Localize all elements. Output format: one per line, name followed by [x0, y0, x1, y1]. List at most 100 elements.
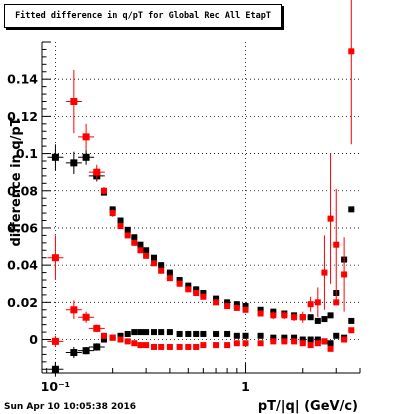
- data-point: [51, 153, 59, 161]
- data-point: [117, 332, 124, 339]
- data-point: [70, 159, 78, 167]
- chart-title: Fitted difference in q/pT for Global Rec…: [15, 11, 271, 21]
- x-tick-label-1: 1: [241, 379, 250, 394]
- data-point: [348, 327, 355, 334]
- series-5: [100, 0, 355, 323]
- data-point: [200, 330, 207, 337]
- data-point: [124, 226, 131, 233]
- data-point: [100, 336, 107, 343]
- data-point: [100, 332, 107, 339]
- data-point: [257, 310, 264, 317]
- grid-group: [42, 42, 360, 373]
- data-point: [233, 332, 240, 339]
- data-point: [307, 342, 314, 349]
- data-point: [348, 48, 355, 55]
- data-point: [176, 343, 183, 350]
- y-tick-label-0: 0: [29, 332, 38, 347]
- data-point: [82, 347, 90, 355]
- data-point: [176, 277, 183, 284]
- y-tick-label-5: 0.1: [16, 146, 38, 161]
- data-point: [257, 340, 264, 347]
- data-point: [100, 187, 107, 194]
- data-point: [291, 338, 298, 345]
- data-point: [200, 342, 207, 349]
- data-point: [270, 312, 277, 319]
- x-tick-label-0: 10⁻¹: [41, 379, 70, 394]
- y-tick-label-4: 0.08: [7, 183, 38, 198]
- data-point: [333, 299, 340, 306]
- data-point: [327, 312, 334, 319]
- data-point: [70, 349, 78, 357]
- data-point: [299, 340, 306, 347]
- data-point: [124, 232, 131, 239]
- data-point: [185, 330, 192, 337]
- data-point: [270, 334, 277, 341]
- data-point: [150, 254, 157, 261]
- data-point: [327, 340, 334, 347]
- data-point: [93, 324, 101, 332]
- data-point: [314, 317, 321, 324]
- data-point: [158, 267, 165, 274]
- data-point: [82, 133, 90, 141]
- data-point: [307, 336, 314, 343]
- data-point: [242, 303, 249, 310]
- data-point: [224, 330, 231, 337]
- data-point: [224, 299, 231, 306]
- data-point: [233, 340, 240, 347]
- data-point: [341, 271, 348, 278]
- data-point: [213, 299, 220, 306]
- data-point: [314, 340, 321, 347]
- data-point: [93, 343, 101, 351]
- data-point: [270, 338, 277, 345]
- data-point: [131, 239, 138, 246]
- series-3: [47, 300, 105, 347]
- y-tick-label-3: 0.06: [7, 220, 38, 235]
- data-point: [213, 330, 220, 337]
- data-point: [137, 329, 144, 336]
- data-point: [137, 247, 144, 254]
- data-point: [348, 206, 355, 213]
- data-point: [143, 329, 150, 336]
- data-point: [117, 217, 124, 224]
- data-point: [193, 343, 200, 350]
- data-point: [158, 343, 165, 350]
- data-point: [213, 342, 220, 349]
- data-point: [185, 343, 192, 350]
- data-point: [117, 223, 124, 230]
- data-point: [131, 340, 138, 347]
- data-point: [82, 153, 90, 161]
- data-point: [70, 98, 78, 106]
- series-group: [47, 0, 355, 377]
- data-point: [93, 168, 101, 176]
- axes-group: 0 0.02 0.04 0.06 0.08 0.1 0.12 0.14 10⁻¹ 1: [7, 41, 361, 394]
- data-point: [117, 336, 124, 343]
- data-point: [257, 332, 264, 339]
- data-point: [131, 329, 138, 336]
- data-point: [70, 306, 78, 314]
- data-point: [185, 286, 192, 293]
- data-point: [124, 338, 131, 345]
- data-point: [333, 241, 340, 248]
- data-point: [348, 317, 355, 324]
- data-point: [193, 330, 200, 337]
- data-point: [224, 342, 231, 349]
- data-point: [143, 252, 150, 259]
- y-tick-label-7: 0.14: [7, 72, 38, 87]
- data-point: [82, 313, 90, 321]
- data-point: [193, 290, 200, 297]
- data-point: [291, 314, 298, 321]
- timestamp-label: Sun Apr 10 10:05:38 2016: [4, 402, 136, 412]
- data-point: [131, 234, 138, 241]
- y-tick-label-1: 0.02: [7, 295, 38, 310]
- data-point: [281, 338, 288, 345]
- data-point: [137, 342, 144, 349]
- data-point: [233, 304, 240, 311]
- data-point: [185, 282, 192, 289]
- data-point: [166, 269, 173, 276]
- data-point: [193, 286, 200, 293]
- data-point: [124, 330, 131, 337]
- y-axis-title: difference in q/pT: [9, 117, 24, 246]
- data-point: [51, 254, 59, 262]
- data-point: [150, 343, 157, 350]
